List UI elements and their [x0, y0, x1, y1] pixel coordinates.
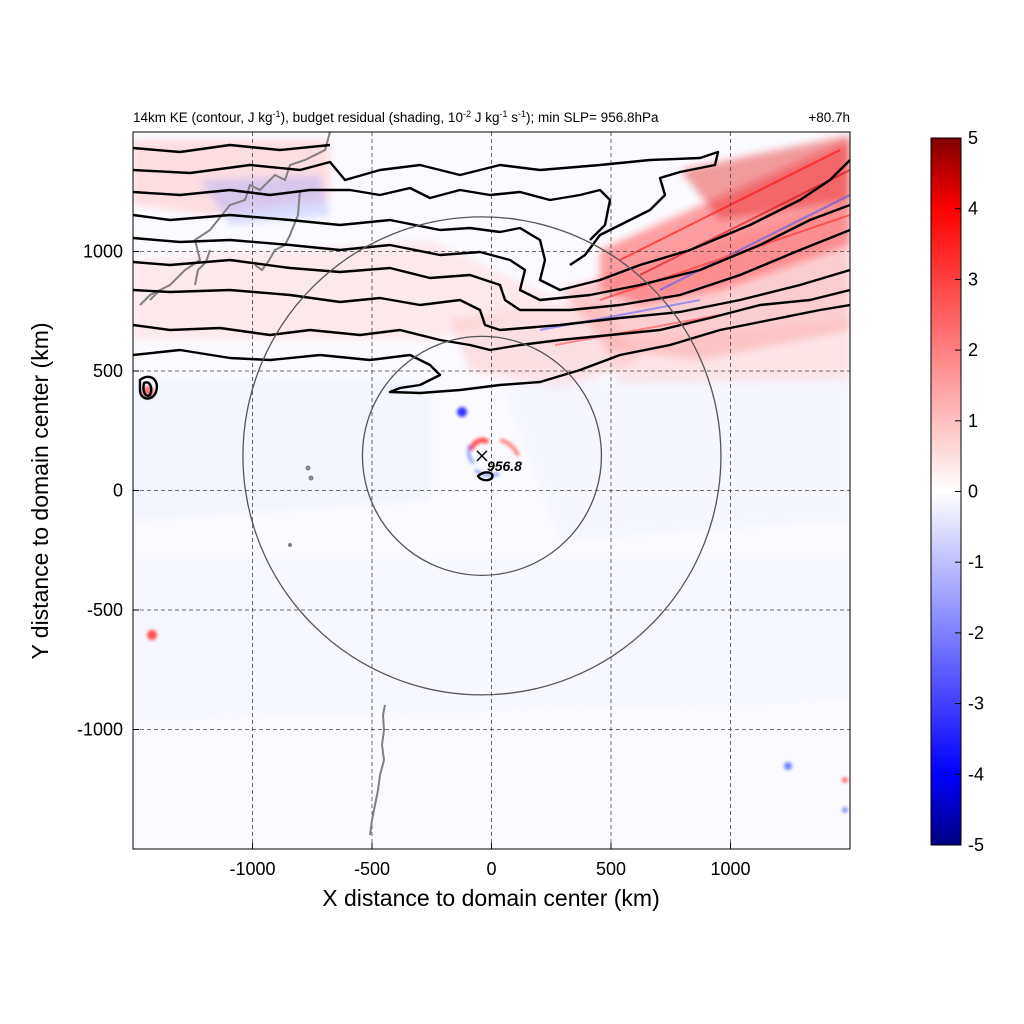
colorbar-tick-label: -3	[968, 694, 984, 714]
grid-lines	[133, 132, 850, 849]
y-tick-label: 0	[113, 481, 123, 501]
colorbar-tick-label: 3	[968, 269, 978, 289]
x-tick-label: -500	[354, 859, 390, 879]
residual-shading	[133, 135, 850, 813]
y-tick-label: -500	[87, 600, 123, 620]
x-tick-label: 1000	[710, 859, 750, 879]
colorbar-tick-label: 5	[968, 128, 978, 148]
coastline	[139, 132, 386, 836]
colorbar-tick-label: -5	[968, 835, 984, 855]
colorbar-tick-label: 4	[968, 199, 978, 219]
y-axis-label: Y distance to domain center (km)	[27, 322, 53, 659]
storm-center-marker	[476, 450, 488, 462]
x-tick-label: -1000	[229, 859, 275, 879]
range-circle	[361, 335, 603, 576]
chart-title: 14km KE (contour, J kg-1), budget residu…	[133, 109, 659, 125]
x-tick-label: 500	[596, 859, 626, 879]
colorbar-tick-label: 2	[968, 340, 978, 360]
min-slp-annotation: 956.8	[487, 458, 522, 474]
colorbar-tick-label: 0	[968, 482, 978, 502]
range-circle	[242, 216, 722, 696]
range-circles	[242, 216, 722, 696]
x-tick-label: 0	[486, 859, 496, 879]
colorbar-tick-label: -4	[968, 764, 984, 784]
y-ticks: -1000 -500 0 500 1000	[77, 242, 139, 740]
colorbar: 5 4 3 2 1 0 -1 -2 -3 -4 -5	[930, 128, 984, 855]
colorbar-ticks: 5 4 3 2 1 0 -1 -2 -3 -4 -5	[955, 128, 984, 855]
colorbar-tick-label: -1	[968, 552, 984, 572]
y-tick-label: 1000	[83, 242, 123, 262]
y-tick-label: 500	[93, 361, 123, 381]
x-axis-label: X distance to domain center (km)	[322, 885, 659, 911]
forecast-time-label: +80.7h	[808, 110, 850, 125]
plot-area: 956.8 -1000 -500 0 500 1000 -1000 -500 0 500 100…	[77, 131, 851, 879]
colorbar-tick-label: 1	[968, 411, 978, 431]
ke-contours	[133, 143, 850, 482]
colorbar-tick-label: -2	[968, 623, 984, 643]
x-ticks: -1000 -500 0 500 1000	[229, 843, 751, 879]
y-tick-label: -1000	[77, 720, 123, 740]
